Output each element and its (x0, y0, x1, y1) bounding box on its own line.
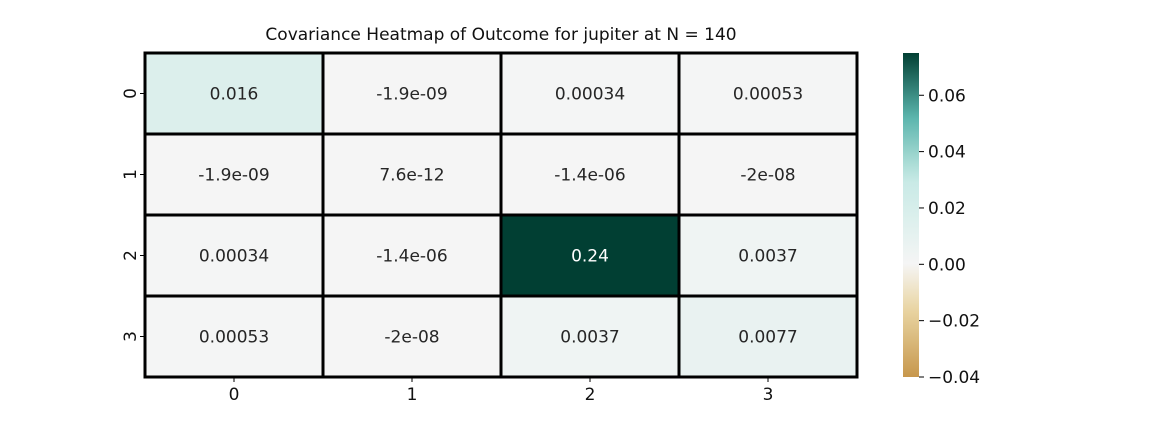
heatmap-cell-1-1 (321, 132, 503, 217)
heatmap-cell-label-1-3: -2e-08 (740, 166, 795, 186)
heatmap-cell-3-3 (677, 294, 859, 379)
x-tick-label-3: 3 (763, 385, 774, 405)
colorbar: −0.04 −0.02 0.00 0.02 0.04 0.06 (903, 53, 980, 388)
heatmap-cell-label-3-3: 0.0077 (738, 328, 797, 348)
y-axis-ticks: 0 1 2 3 (121, 88, 145, 342)
heatmap-cell-0-1 (321, 51, 503, 136)
colorbar-tick-label-0: −0.04 (928, 368, 980, 388)
chart-title: Covariance Heatmap of Outcome for jupite… (265, 25, 736, 45)
heatmap-cell-label-2-3: 0.0037 (738, 247, 797, 267)
heatmap-cell-label-2-0: 0.00034 (199, 247, 269, 267)
colorbar-tick-label-5: 0.06 (928, 86, 966, 106)
colorbar-gradient (903, 53, 919, 377)
heatmap-cell-2-1 (321, 213, 503, 298)
y-tick-label-0: 0 (121, 88, 141, 99)
heatmap-cell-label-3-2: 0.0037 (560, 328, 619, 348)
y-tick-label-3: 3 (121, 331, 141, 342)
heatmap-cell-label-2-2: 0.24 (571, 247, 609, 267)
heatmap-cell-3-1 (321, 294, 503, 379)
x-tick-label-1: 1 (407, 385, 418, 405)
colorbar-tick-label-3: 0.02 (928, 199, 966, 219)
heatmap-cell-label-2-1: -1.4e-06 (376, 247, 447, 267)
y-tick-label-2: 2 (121, 250, 141, 261)
heatmap-cells (143, 51, 859, 379)
colorbar-tick-label-4: 0.04 (928, 143, 966, 163)
heatmap-frame (144, 52, 858, 378)
x-axis-ticks: 0 1 2 3 (229, 377, 774, 405)
heatmap-cell-label-1-1: 7.6e-12 (379, 166, 444, 186)
y-tick-label-1: 1 (121, 169, 141, 180)
heatmap-cell-1-3 (677, 132, 859, 217)
colorbar-tick-label-1: −0.02 (928, 312, 980, 332)
heatmap-cell-label-1-2: -1.4e-06 (554, 166, 625, 186)
colorbar-tick-label-2: 0.00 (928, 255, 966, 275)
heatmap-cell-label-3-1: -2e-08 (384, 328, 439, 348)
heatmap-cell-label-0-0: 0.016 (210, 85, 259, 105)
x-tick-label-2: 2 (585, 385, 596, 405)
heatmap-cell-labels: 0.016 -1.9e-09 0.00034 0.00053 -1.9e-09 7.6e-… (198, 85, 803, 348)
heatmap-cell-label-3-0: 0.00053 (199, 328, 269, 348)
heatmap-cell-label-0-1: -1.9e-09 (376, 85, 447, 105)
heatmap-cell-label-1-0: -1.9e-09 (198, 166, 269, 186)
heatmap-cell-2-3 (677, 213, 859, 298)
heatmap-cell-label-0-3: 0.00053 (733, 85, 803, 105)
x-tick-label-0: 0 (229, 385, 240, 405)
heatmap-cell-label-0-2: 0.00034 (555, 85, 625, 105)
